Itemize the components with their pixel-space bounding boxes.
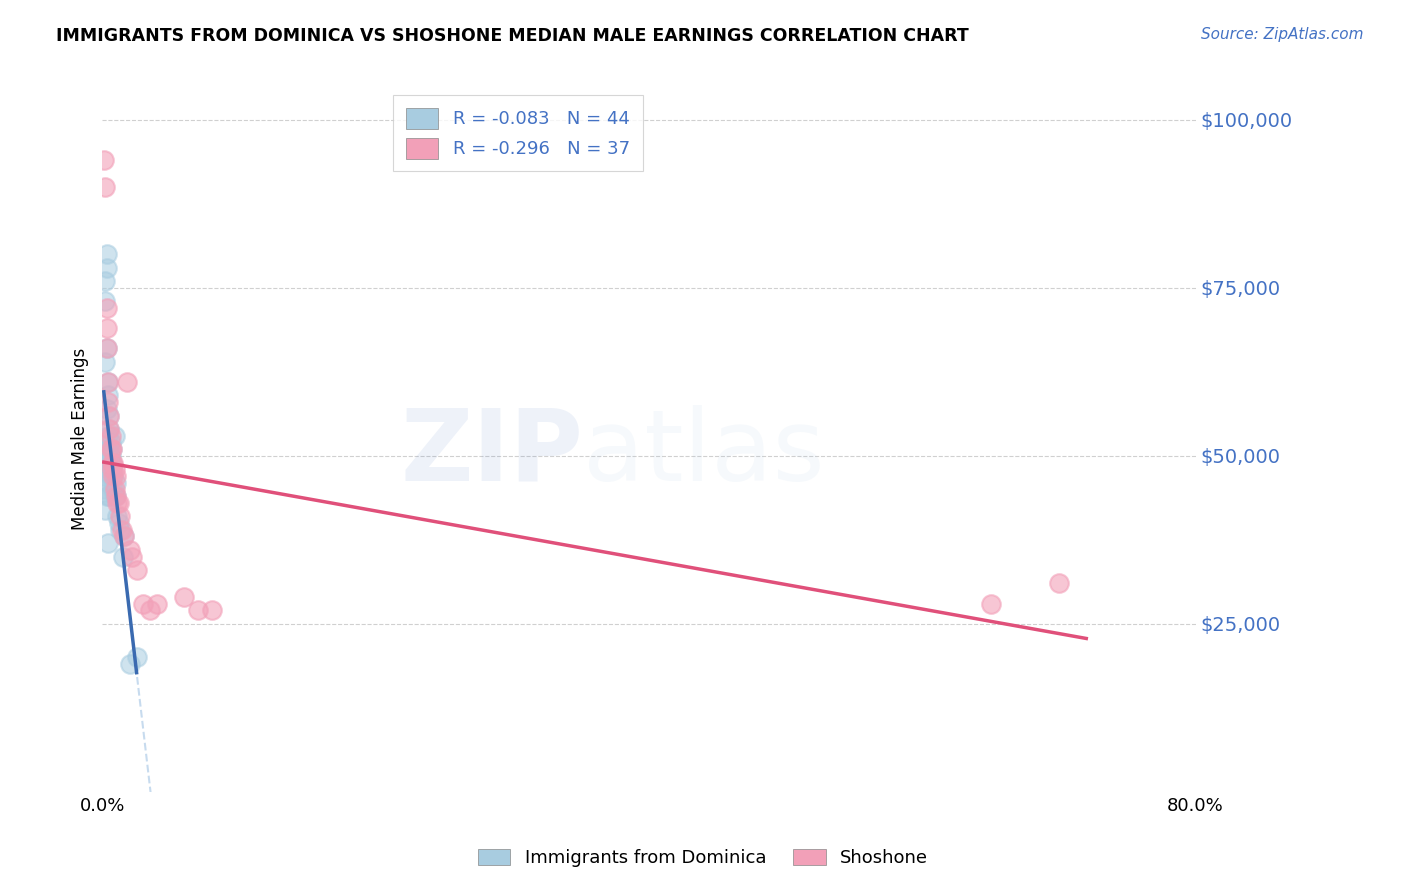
Point bbox=[96, 301, 118, 315]
Point bbox=[146, 597, 169, 611]
Point bbox=[100, 435, 122, 450]
Point bbox=[96, 342, 118, 356]
Point bbox=[121, 549, 143, 564]
Point bbox=[101, 462, 124, 476]
Point bbox=[101, 462, 124, 476]
Point bbox=[125, 563, 148, 577]
Point bbox=[108, 496, 131, 510]
Point bbox=[173, 590, 195, 604]
Point bbox=[98, 475, 121, 490]
Legend: R = -0.083   N = 44, R = -0.296   N = 37: R = -0.083 N = 44, R = -0.296 N = 37 bbox=[394, 95, 643, 171]
Point bbox=[97, 442, 120, 456]
Point bbox=[98, 442, 121, 456]
Point bbox=[93, 483, 115, 497]
Point bbox=[97, 428, 120, 442]
Point bbox=[980, 597, 1002, 611]
Point bbox=[103, 469, 125, 483]
Point bbox=[93, 456, 115, 470]
Point bbox=[118, 542, 141, 557]
Point bbox=[103, 469, 125, 483]
Point bbox=[93, 469, 115, 483]
Text: Source: ZipAtlas.com: Source: ZipAtlas.com bbox=[1201, 27, 1364, 42]
Point bbox=[96, 342, 118, 356]
Point bbox=[105, 489, 128, 503]
Point bbox=[101, 456, 124, 470]
Point bbox=[100, 456, 122, 470]
Point bbox=[108, 523, 131, 537]
Point bbox=[97, 375, 120, 389]
Point bbox=[98, 409, 121, 423]
Point bbox=[96, 489, 118, 503]
Point bbox=[1047, 576, 1070, 591]
Point bbox=[97, 388, 120, 402]
Point bbox=[93, 153, 115, 168]
Point bbox=[98, 462, 121, 476]
Point bbox=[101, 442, 124, 456]
Point bbox=[94, 294, 117, 309]
Point bbox=[101, 442, 124, 456]
Point bbox=[105, 475, 128, 490]
Point bbox=[112, 529, 135, 543]
Point bbox=[103, 456, 125, 470]
Point bbox=[132, 597, 155, 611]
Point bbox=[111, 549, 134, 564]
Point bbox=[104, 428, 127, 442]
Point bbox=[96, 260, 118, 275]
Point bbox=[98, 409, 121, 423]
Point bbox=[98, 422, 121, 436]
Point bbox=[97, 375, 120, 389]
Text: ZIP: ZIP bbox=[401, 405, 583, 501]
Point bbox=[100, 469, 122, 483]
Point bbox=[108, 509, 131, 524]
Point bbox=[105, 489, 128, 503]
Point bbox=[94, 502, 117, 516]
Text: IMMIGRANTS FROM DOMINICA VS SHOSHONE MEDIAN MALE EARNINGS CORRELATION CHART: IMMIGRANTS FROM DOMINICA VS SHOSHONE MED… bbox=[56, 27, 969, 45]
Point bbox=[139, 603, 162, 617]
Point bbox=[104, 462, 127, 476]
Point bbox=[112, 529, 135, 543]
Y-axis label: Median Male Earnings: Median Male Earnings bbox=[72, 348, 89, 530]
Point bbox=[96, 321, 118, 335]
Point bbox=[187, 603, 209, 617]
Point bbox=[115, 375, 138, 389]
Point bbox=[104, 489, 127, 503]
Point bbox=[103, 483, 125, 497]
Point bbox=[104, 483, 127, 497]
Point bbox=[94, 355, 117, 369]
Point bbox=[125, 650, 148, 665]
Point bbox=[94, 180, 117, 194]
Point bbox=[97, 536, 120, 550]
Point bbox=[101, 456, 124, 470]
Point bbox=[107, 509, 129, 524]
Point bbox=[96, 247, 118, 261]
Point bbox=[107, 496, 129, 510]
Point bbox=[110, 523, 132, 537]
Point bbox=[97, 395, 120, 409]
Point bbox=[100, 442, 122, 456]
Point bbox=[96, 401, 118, 416]
Text: atlas: atlas bbox=[583, 405, 825, 501]
Legend: Immigrants from Dominica, Shoshone: Immigrants from Dominica, Shoshone bbox=[471, 841, 935, 874]
Point bbox=[100, 428, 122, 442]
Point bbox=[94, 274, 117, 288]
Point bbox=[201, 603, 224, 617]
Point bbox=[105, 469, 128, 483]
Point bbox=[98, 489, 121, 503]
Point bbox=[98, 456, 121, 470]
Point bbox=[98, 422, 121, 436]
Point bbox=[118, 657, 141, 671]
Point bbox=[100, 449, 122, 463]
Point bbox=[108, 516, 131, 530]
